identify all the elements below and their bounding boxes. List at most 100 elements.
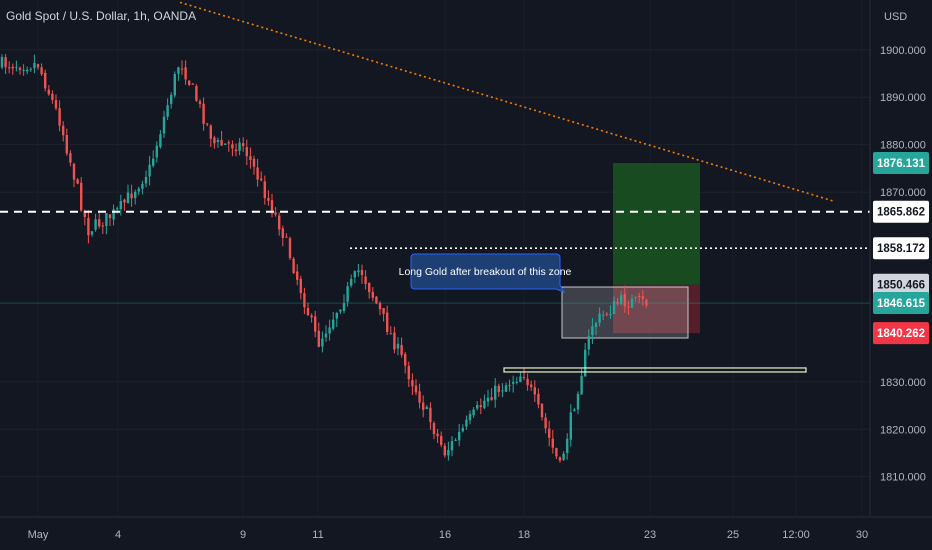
candle-body [425, 406, 428, 410]
price-tick-label: 1830.000 [880, 377, 926, 389]
candle-body [598, 313, 601, 323]
candle-body [202, 103, 205, 124]
candle-body [447, 450, 450, 456]
candle-body [148, 164, 151, 177]
candle-body [339, 309, 342, 312]
time-tick-label: 18 [518, 529, 530, 541]
price-tag-target[interactable] [873, 152, 929, 175]
candlestick-series [0, 54, 648, 463]
candle-body [40, 67, 43, 75]
candle-body [119, 201, 122, 210]
candle-body [411, 380, 414, 387]
price-tag-label-resistance: 1865.862 [877, 207, 925, 219]
candle-body [360, 270, 364, 276]
candle-body [69, 153, 72, 163]
candle-body [342, 303, 346, 311]
candle-body [105, 213, 108, 226]
candle-body [310, 315, 313, 318]
price-tag-resistance[interactable] [873, 200, 929, 223]
price-tag-label-high: 1858.172 [877, 243, 925, 255]
candle-body [623, 293, 626, 307]
candle-body [285, 236, 288, 238]
candle-body [641, 296, 644, 299]
candle-body [134, 191, 137, 199]
candle-body [533, 387, 536, 395]
candle-body [587, 336, 590, 350]
candle-body [450, 441, 454, 451]
descending-trendline[interactable] [179, 1, 836, 203]
candle-body [321, 338, 324, 347]
candle-body [501, 390, 504, 392]
candle-body [51, 93, 54, 100]
chart-grid [0, 49, 870, 478]
price-tag-entry[interactable] [873, 273, 929, 296]
price-tag-label-last: 1846.615 [877, 298, 926, 310]
candle-body [594, 323, 598, 328]
candle-body [166, 105, 169, 117]
candle-body [288, 238, 292, 259]
candle-body [234, 149, 238, 152]
time-axis[interactable]: May 4 9 11 16 18 23 25 12:00 30 [0, 516, 932, 541]
price-tag-stop[interactable] [873, 322, 929, 345]
symbol-title: Gold Spot / U.S. Dollar, 1h, OANDA [6, 9, 197, 23]
candle-body [396, 343, 400, 349]
candle-body [80, 182, 83, 211]
candle-body [15, 66, 18, 68]
candle-body [180, 68, 184, 70]
candle-body [540, 403, 544, 418]
candle-body [346, 286, 349, 302]
candle-body [522, 376, 526, 378]
price-tick-label: 1890.000 [880, 92, 926, 104]
candle-body [414, 385, 418, 393]
candle-body [468, 414, 472, 421]
price-tag-last[interactable] [873, 292, 929, 315]
candle-body [8, 67, 11, 69]
price-tag-high[interactable] [873, 237, 929, 260]
candle-body [33, 63, 36, 69]
candle-body [256, 167, 259, 180]
candle-body [54, 100, 58, 109]
callout-bubble [410, 253, 566, 293]
price-axis[interactable]: USD 1900.000 1890.000 1880.000 1870.000 1830… [869, 0, 929, 517]
candle-body [87, 218, 90, 236]
candle-body [177, 67, 180, 74]
candle-body [476, 405, 479, 409]
candle-body [378, 303, 382, 310]
candle-body [418, 391, 421, 403]
candle-body [278, 215, 281, 230]
time-tick-label: 4 [115, 529, 121, 541]
candle-body [231, 144, 234, 149]
candle-body [558, 457, 562, 461]
candle-body [458, 431, 461, 441]
candle-body [242, 143, 245, 147]
candle-body [220, 139, 223, 146]
candle-body [555, 448, 558, 457]
candle-body [195, 85, 198, 101]
candle-body [627, 306, 630, 308]
candle-body [4, 57, 7, 68]
candle-body [112, 209, 115, 220]
candle-body [188, 80, 191, 85]
price-tick-label: 1870.000 [880, 187, 926, 199]
candle-body [152, 158, 155, 166]
candle-body [227, 142, 230, 144]
candle-body [198, 101, 202, 104]
candle-body [26, 69, 29, 72]
candle-body [36, 64, 40, 68]
candle-body [645, 300, 648, 306]
candle-body [612, 301, 616, 314]
candle-body [62, 125, 65, 136]
candle-body [357, 270, 360, 273]
annotation-callout[interactable]: Long Gold after breakout of this zone [399, 253, 572, 293]
candle-body [123, 199, 126, 203]
candle-body [11, 66, 14, 69]
candle-body [461, 427, 464, 432]
candle-body [548, 428, 551, 438]
time-tick-label: 9 [240, 529, 246, 541]
candle-body [144, 177, 148, 184]
candle-body [515, 381, 518, 383]
support-zone-rectangle[interactable] [503, 367, 807, 373]
candle-body [162, 116, 166, 134]
candle-body [638, 296, 641, 298]
